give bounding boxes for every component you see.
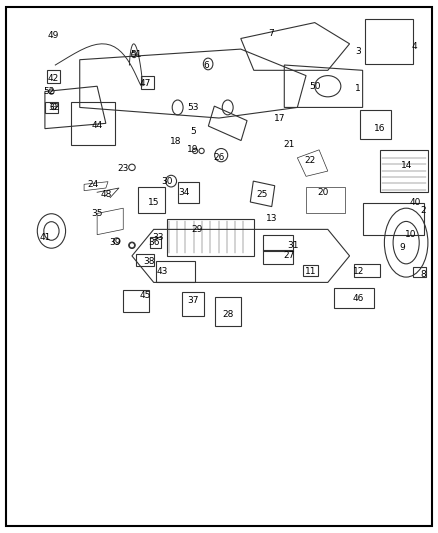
Bar — [141, 76, 154, 89]
Text: 31: 31 — [287, 241, 299, 250]
Text: 52: 52 — [43, 87, 55, 96]
Bar — [250, 181, 275, 207]
Text: 25: 25 — [257, 190, 268, 199]
Bar — [413, 266, 426, 277]
Text: 41: 41 — [39, 233, 51, 242]
Bar — [303, 265, 318, 276]
Bar — [182, 292, 204, 316]
Bar — [156, 261, 195, 282]
Text: 11: 11 — [305, 268, 316, 276]
Text: 47: 47 — [139, 79, 151, 88]
Bar — [136, 254, 154, 266]
Text: 27: 27 — [283, 252, 294, 261]
Text: 46: 46 — [353, 294, 364, 303]
Text: 9: 9 — [399, 244, 405, 253]
Text: 48: 48 — [100, 190, 112, 199]
Text: 39: 39 — [109, 238, 120, 247]
Text: 30: 30 — [161, 177, 173, 186]
Text: 10: 10 — [405, 230, 416, 239]
Text: 38: 38 — [144, 257, 155, 265]
Text: 53: 53 — [187, 103, 199, 112]
Text: 5: 5 — [190, 127, 196, 136]
Text: 2: 2 — [421, 206, 426, 215]
Text: 1: 1 — [355, 84, 361, 93]
Text: 14: 14 — [400, 161, 412, 170]
Bar — [262, 235, 293, 251]
Text: 49: 49 — [48, 31, 59, 41]
Text: 19: 19 — [187, 146, 199, 155]
Bar — [138, 187, 165, 214]
Text: 29: 29 — [191, 225, 203, 234]
Bar — [47, 70, 60, 83]
Text: 45: 45 — [139, 291, 151, 300]
Text: 3: 3 — [355, 47, 361, 56]
Text: 24: 24 — [87, 180, 99, 189]
Text: 6: 6 — [203, 61, 209, 69]
Text: 21: 21 — [283, 140, 294, 149]
Text: 20: 20 — [318, 188, 329, 197]
Text: 18: 18 — [170, 138, 181, 147]
Text: 51: 51 — [131, 50, 142, 59]
Text: 35: 35 — [92, 209, 103, 218]
Text: 17: 17 — [274, 114, 286, 123]
Text: 7: 7 — [268, 29, 274, 38]
Bar — [262, 251, 293, 264]
Text: 12: 12 — [353, 268, 364, 276]
Bar — [150, 237, 161, 248]
Text: 16: 16 — [374, 124, 386, 133]
Bar — [123, 290, 149, 312]
Text: 37: 37 — [187, 296, 199, 305]
Bar — [354, 264, 380, 277]
Text: 36: 36 — [148, 238, 159, 247]
Text: 15: 15 — [148, 198, 159, 207]
Text: 22: 22 — [305, 156, 316, 165]
Bar — [360, 110, 391, 139]
Text: 50: 50 — [309, 82, 321, 91]
Text: 32: 32 — [48, 103, 59, 112]
Text: 42: 42 — [48, 74, 59, 83]
Bar — [365, 19, 413, 63]
Text: 43: 43 — [157, 268, 168, 276]
Bar — [178, 182, 199, 203]
Text: 34: 34 — [179, 188, 190, 197]
Bar — [208, 106, 247, 141]
Bar — [45, 102, 58, 113]
Text: 28: 28 — [222, 310, 233, 319]
Text: 4: 4 — [412, 42, 418, 51]
Text: 44: 44 — [92, 122, 103, 131]
Text: 33: 33 — [152, 233, 164, 242]
Text: 40: 40 — [409, 198, 420, 207]
Text: 13: 13 — [265, 214, 277, 223]
Text: 23: 23 — [117, 164, 129, 173]
Bar — [334, 288, 374, 308]
Text: 26: 26 — [213, 154, 225, 163]
Bar — [215, 297, 241, 326]
Bar — [71, 102, 115, 144]
Text: 8: 8 — [420, 270, 427, 279]
